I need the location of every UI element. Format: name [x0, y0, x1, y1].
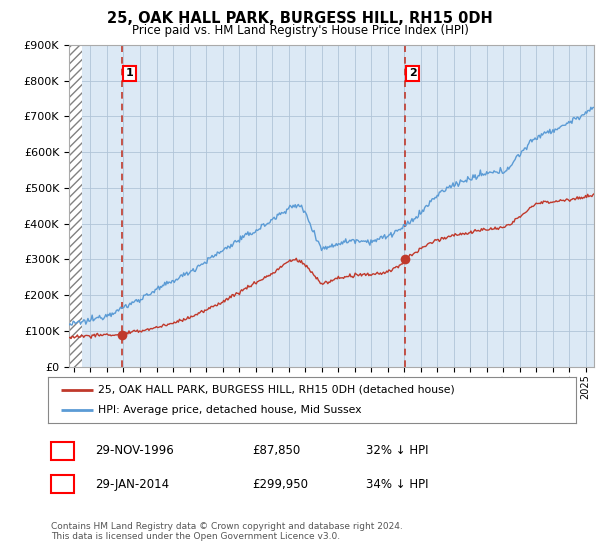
Text: 2: 2 [59, 479, 66, 489]
Text: 34% ↓ HPI: 34% ↓ HPI [366, 478, 428, 491]
Bar [69, 45, 82, 367]
Text: HPI: Average price, detached house, Mid Sussex: HPI: Average price, detached house, Mid … [98, 405, 362, 415]
Text: Contains HM Land Registry data © Crown copyright and database right 2024.
This d: Contains HM Land Registry data © Crown c… [51, 522, 403, 542]
Text: 29-NOV-1996: 29-NOV-1996 [95, 444, 173, 458]
Text: 25, OAK HALL PARK, BURGESS HILL, RH15 0DH (detached house): 25, OAK HALL PARK, BURGESS HILL, RH15 0D… [98, 385, 455, 395]
Text: 1: 1 [125, 68, 133, 78]
Text: 32% ↓ HPI: 32% ↓ HPI [366, 444, 428, 458]
Text: 29-JAN-2014: 29-JAN-2014 [95, 478, 169, 491]
Text: £87,850: £87,850 [252, 444, 300, 458]
Text: 1: 1 [59, 446, 66, 456]
Text: 25, OAK HALL PARK, BURGESS HILL, RH15 0DH: 25, OAK HALL PARK, BURGESS HILL, RH15 0D… [107, 11, 493, 26]
Text: £299,950: £299,950 [252, 478, 308, 491]
Text: Price paid vs. HM Land Registry's House Price Index (HPI): Price paid vs. HM Land Registry's House … [131, 24, 469, 36]
Text: 2: 2 [409, 68, 416, 78]
